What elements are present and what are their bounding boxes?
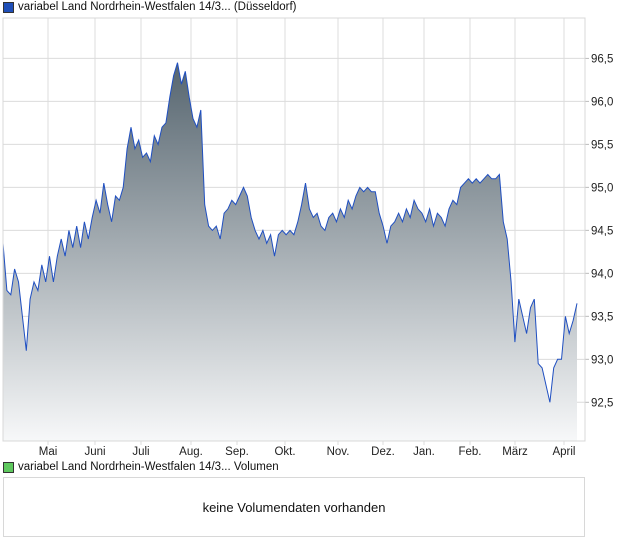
x-tick-label: Feb. [458,446,481,458]
y-tick-label: 95,0 [591,182,613,194]
legend-price: variabel Land Nordrhein-Westfalen 14/3..… [3,1,296,13]
x-tick-label: Aug. [179,446,203,458]
x-tick-label: Sep. [225,446,249,458]
volume-empty-message: keine Volumendaten vorhanden [202,499,386,515]
x-tick-label: Nov. [327,446,350,458]
volume-panel: keine Volumendaten vorhanden [3,477,585,537]
x-tick-label: April [552,446,575,458]
legend-swatch-price [3,1,14,13]
y-tick-label: 93,5 [591,311,613,323]
y-tick-label: 93,0 [591,354,613,366]
legend-swatch-volume [3,461,14,473]
legend-volume: variabel Land Nordrhein-Westfalen 14/3..… [3,461,279,473]
y-tick-label: 95,5 [591,139,613,151]
x-tick-label: Dez. [371,446,395,458]
legend-price-label: variabel Land Nordrhein-Westfalen 14/3..… [18,1,297,13]
price-chart: 92,5 93,0 93,5 94,0 94,5 95,0 95,5 96,0 96,5 Mai J… [2,17,613,458]
legend-volume-label: variabel Land Nordrhein-Westfalen 14/3..… [18,461,279,473]
plot-frame [2,17,586,442]
x-tick-label: Okt. [274,446,295,458]
x-tick-label: Juni [84,446,105,458]
y-tick-label: 94,0 [591,268,613,280]
x-tick-label: Mai [39,446,58,458]
x-tick-label: Juli [132,446,149,458]
x-tick-label: Jan. [413,446,435,458]
y-tick-label: 96,5 [591,53,613,65]
x-tick-label: März [502,446,528,458]
price-line [2,62,578,403]
y-tick-label: 96,0 [591,96,613,108]
y-tick-label: 92,5 [591,397,613,409]
y-tick-label: 94,5 [591,225,613,237]
price-area [3,62,577,441]
